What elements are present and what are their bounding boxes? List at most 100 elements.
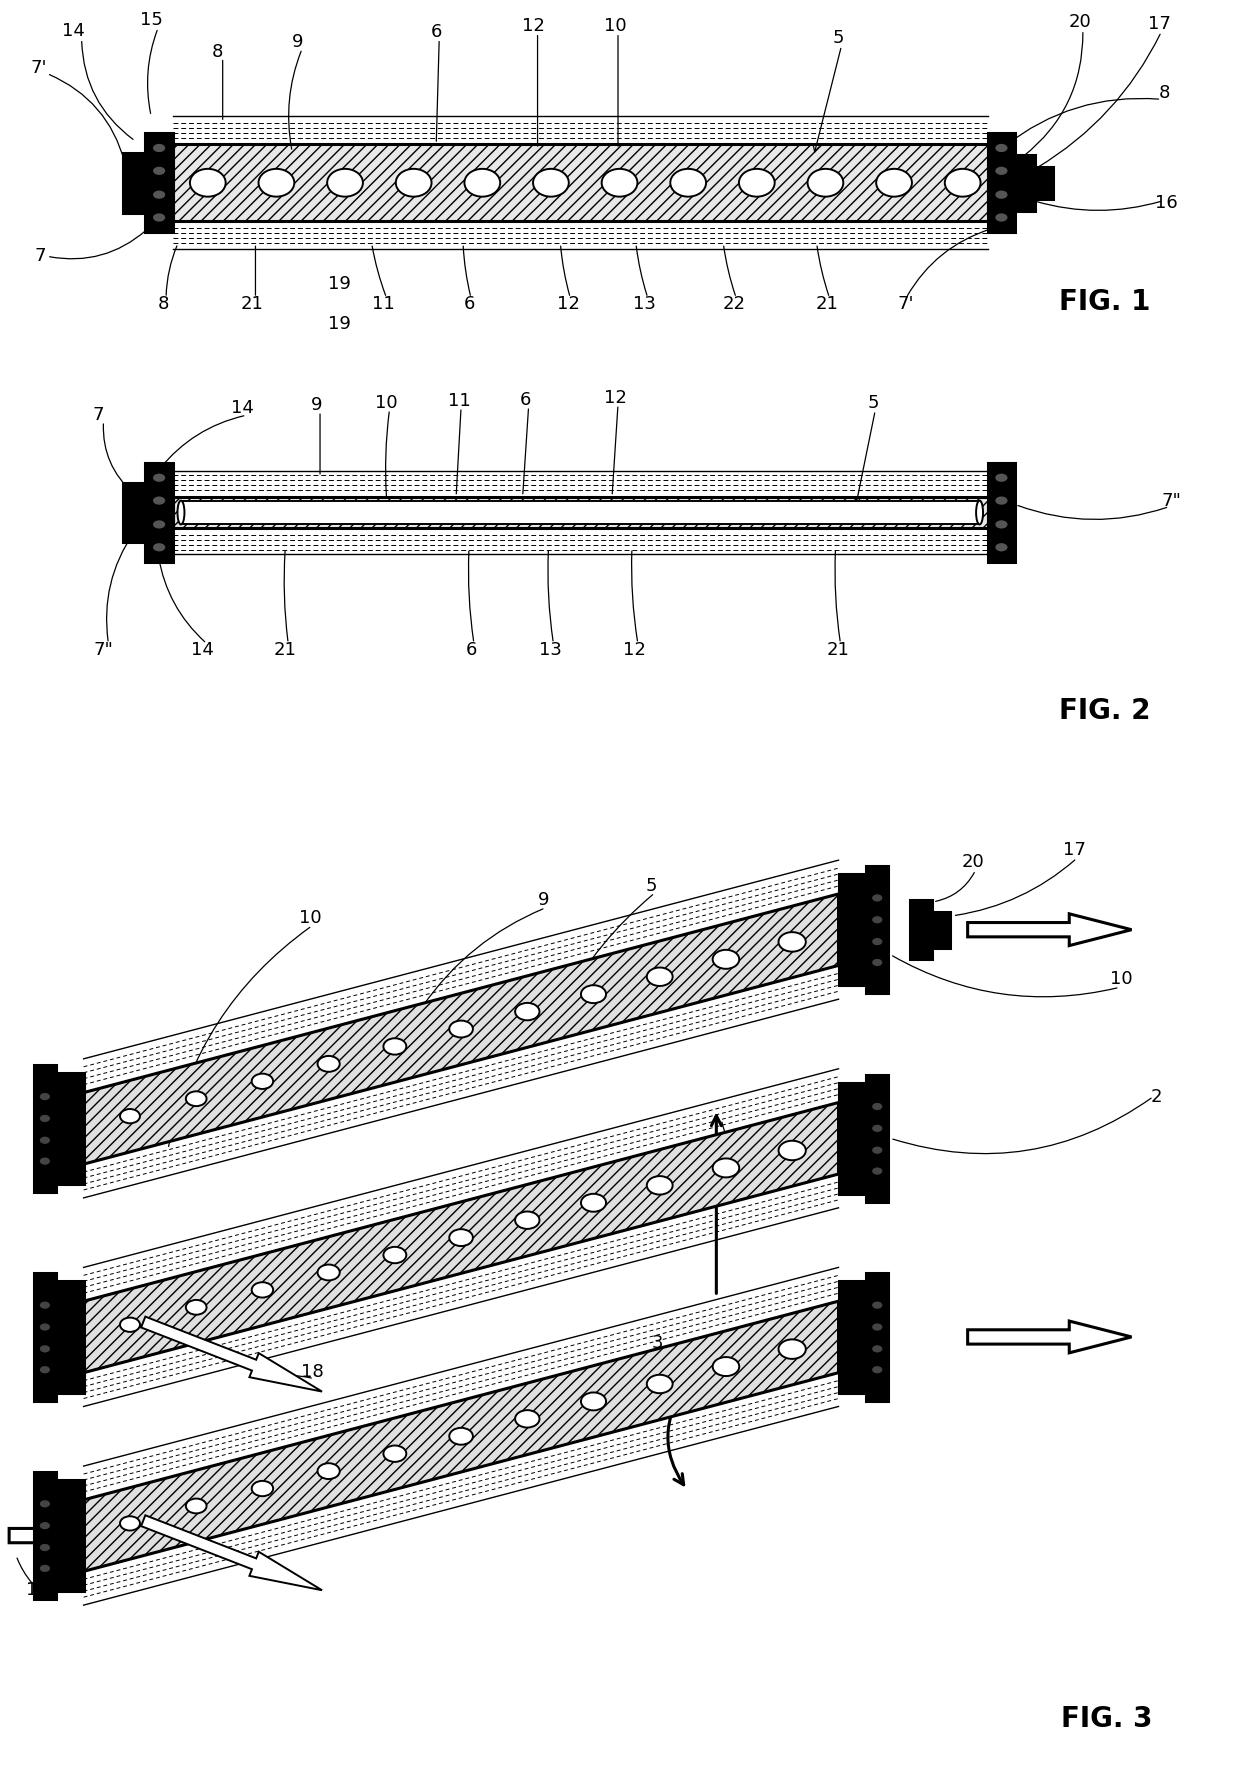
Bar	[1035, 166, 1053, 198]
Text: 21: 21	[827, 640, 849, 658]
Ellipse shape	[190, 168, 226, 196]
Ellipse shape	[153, 543, 166, 552]
Ellipse shape	[383, 1038, 407, 1054]
Ellipse shape	[38, 1366, 51, 1375]
Text: 21: 21	[241, 295, 264, 313]
Text: 1: 1	[26, 1581, 37, 1599]
Bar	[987, 463, 1016, 563]
Ellipse shape	[872, 893, 883, 902]
Text: 13: 13	[634, 295, 656, 313]
Bar	[145, 463, 174, 563]
Ellipse shape	[317, 1056, 340, 1072]
Text: 9: 9	[538, 892, 549, 909]
Ellipse shape	[186, 1300, 207, 1314]
Ellipse shape	[153, 212, 166, 223]
Ellipse shape	[994, 520, 1008, 529]
Ellipse shape	[186, 1091, 207, 1106]
Polygon shape	[967, 915, 1132, 946]
Ellipse shape	[582, 1392, 606, 1410]
Text: 10: 10	[604, 18, 626, 35]
Bar	[56, 1481, 83, 1592]
Ellipse shape	[38, 1543, 51, 1551]
Polygon shape	[141, 1316, 322, 1392]
Ellipse shape	[994, 143, 1008, 152]
Ellipse shape	[465, 168, 500, 196]
Ellipse shape	[38, 1114, 51, 1123]
Text: 9: 9	[311, 396, 322, 414]
Ellipse shape	[872, 1102, 883, 1111]
Text: 19: 19	[329, 274, 351, 294]
Ellipse shape	[153, 143, 166, 152]
Ellipse shape	[994, 472, 1008, 483]
Text: ~: ~	[663, 1341, 675, 1353]
Ellipse shape	[713, 1159, 739, 1178]
Ellipse shape	[872, 1344, 883, 1353]
Ellipse shape	[515, 1003, 539, 1021]
Ellipse shape	[877, 168, 911, 196]
Ellipse shape	[317, 1265, 340, 1281]
Text: FIG. 3: FIG. 3	[1061, 1705, 1152, 1734]
Text: 7": 7"	[1162, 492, 1182, 509]
Text: FIG. 2: FIG. 2	[1059, 697, 1151, 725]
Text: 6: 6	[464, 295, 475, 313]
Ellipse shape	[807, 168, 843, 196]
Text: 12: 12	[557, 295, 580, 313]
Ellipse shape	[647, 968, 672, 985]
Text: 6: 6	[430, 23, 441, 41]
Ellipse shape	[153, 520, 166, 529]
Ellipse shape	[713, 1357, 739, 1376]
Bar	[174, 497, 987, 529]
Text: 11: 11	[448, 393, 470, 410]
Text: 21: 21	[274, 640, 296, 658]
Ellipse shape	[872, 1323, 883, 1332]
Text: 21: 21	[815, 295, 838, 313]
Text: 20: 20	[961, 853, 985, 870]
Polygon shape	[967, 1321, 1132, 1353]
Ellipse shape	[38, 1300, 51, 1309]
Ellipse shape	[449, 1021, 472, 1037]
Ellipse shape	[38, 1521, 51, 1530]
Polygon shape	[83, 1302, 838, 1571]
Ellipse shape	[601, 168, 637, 196]
Text: 12: 12	[604, 389, 626, 407]
Text: 10: 10	[376, 394, 398, 412]
Ellipse shape	[872, 915, 883, 923]
Ellipse shape	[582, 1194, 606, 1212]
Ellipse shape	[872, 959, 883, 968]
Ellipse shape	[153, 495, 166, 506]
Bar	[33, 1274, 56, 1401]
Ellipse shape	[872, 938, 883, 946]
Text: 8: 8	[1158, 85, 1171, 103]
Ellipse shape	[994, 543, 1008, 552]
Text: 14: 14	[62, 21, 86, 39]
Text: 4: 4	[730, 1141, 742, 1159]
Text: 10: 10	[299, 909, 321, 927]
Text: 6: 6	[465, 640, 476, 658]
Polygon shape	[9, 1520, 154, 1551]
Ellipse shape	[153, 189, 166, 200]
Ellipse shape	[994, 212, 1008, 223]
Text: 12: 12	[522, 18, 546, 35]
Text: 3: 3	[651, 1334, 663, 1352]
Bar	[56, 1281, 83, 1392]
Bar	[987, 133, 1016, 232]
Text: 7: 7	[35, 248, 46, 265]
Text: 11: 11	[372, 295, 396, 313]
Ellipse shape	[120, 1318, 140, 1332]
Bar	[867, 867, 888, 992]
Text: 2: 2	[1151, 1088, 1162, 1106]
Ellipse shape	[186, 1498, 207, 1512]
Ellipse shape	[994, 189, 1008, 200]
Bar	[932, 911, 950, 948]
Text: 7': 7'	[31, 58, 47, 76]
Ellipse shape	[449, 1229, 472, 1245]
Polygon shape	[83, 893, 838, 1164]
Ellipse shape	[38, 1323, 51, 1332]
Ellipse shape	[38, 1564, 51, 1573]
Text: 17: 17	[1148, 14, 1171, 34]
Ellipse shape	[258, 168, 294, 196]
Ellipse shape	[872, 1146, 883, 1155]
Ellipse shape	[177, 501, 185, 524]
Text: 19: 19	[329, 315, 351, 333]
Polygon shape	[83, 1102, 838, 1373]
